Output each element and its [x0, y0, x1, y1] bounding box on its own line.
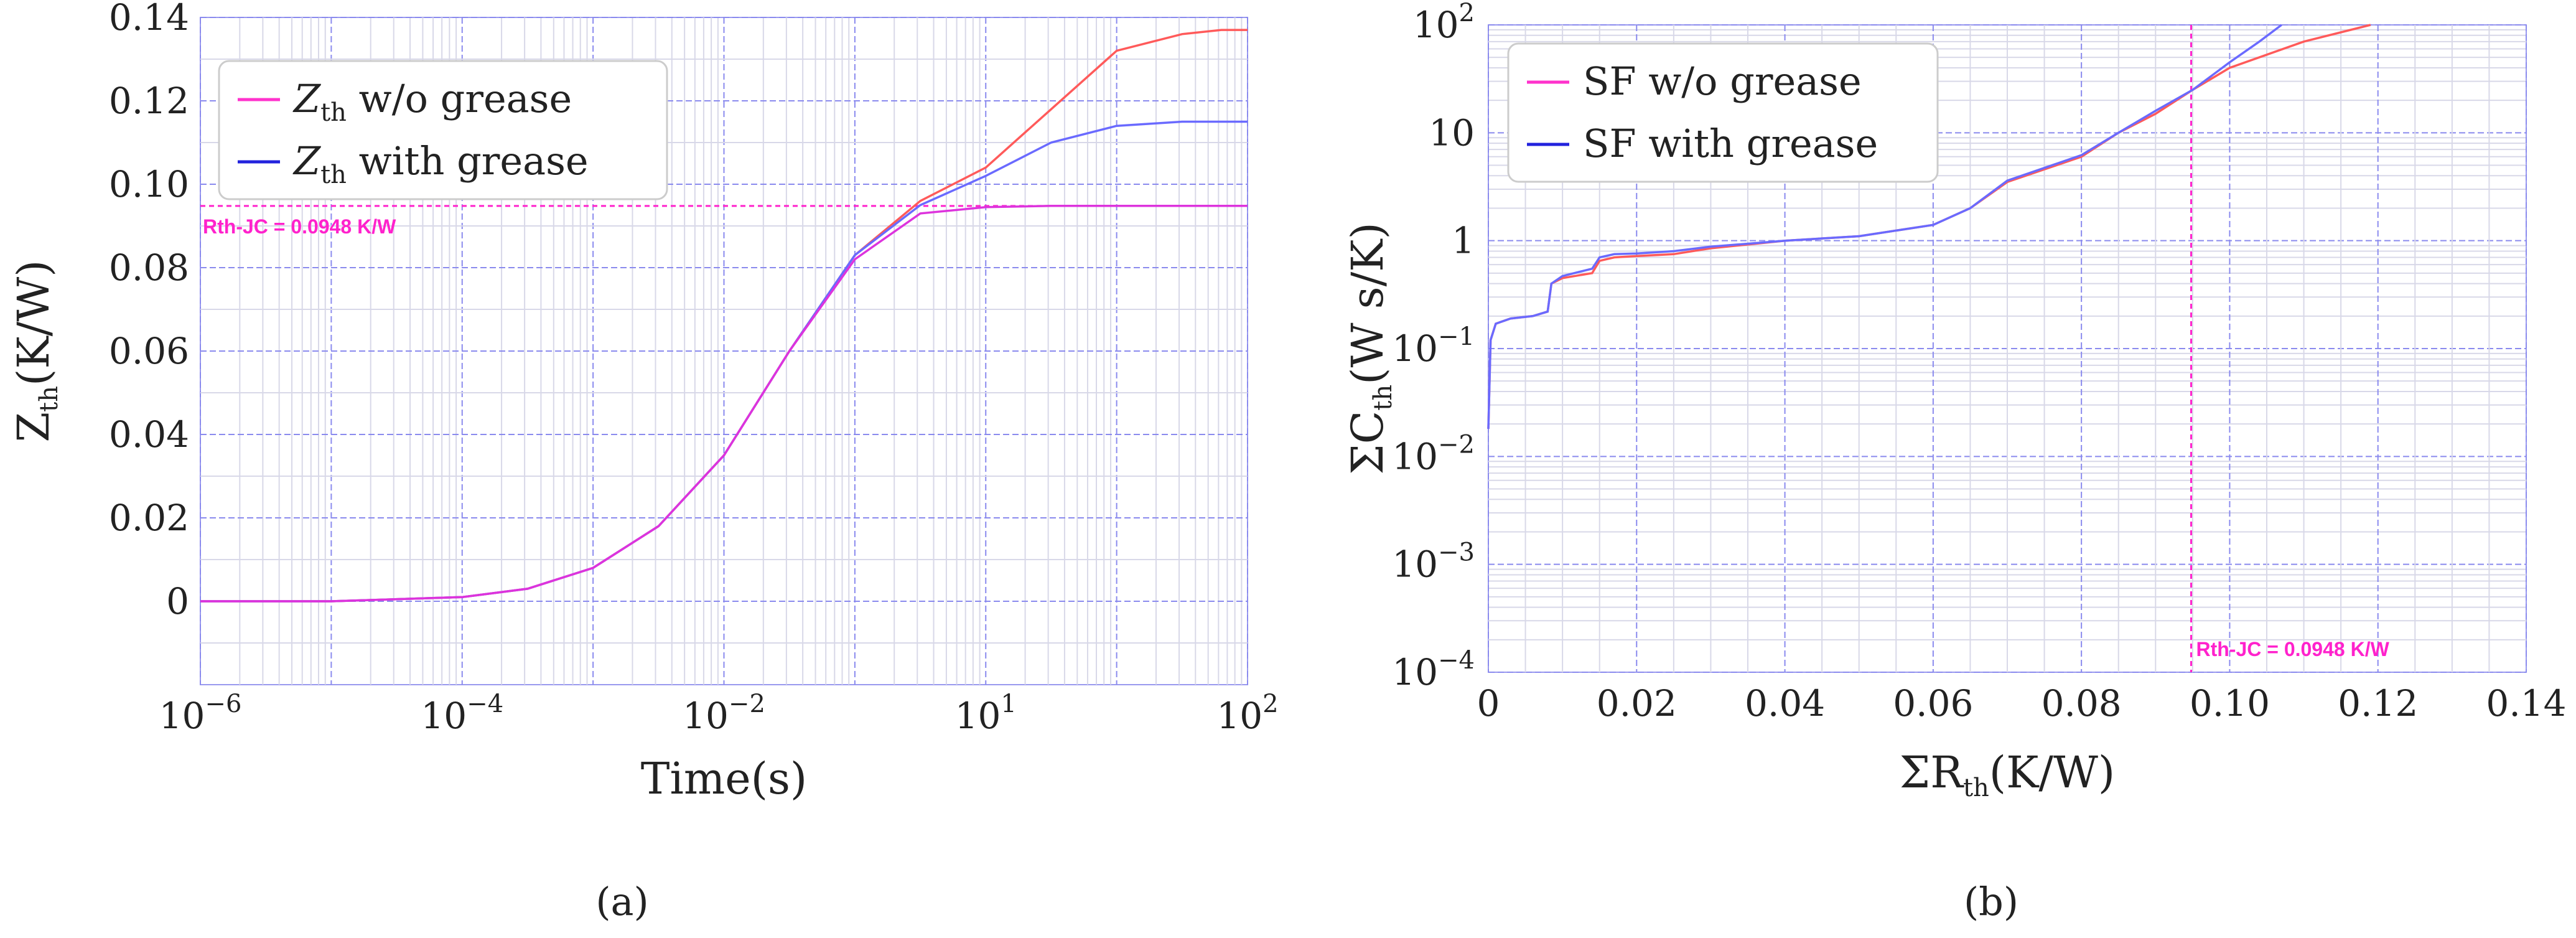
y-axis-label: Zth(K/W): [8, 260, 63, 443]
legend-frame: [218, 60, 668, 200]
x-tick-label: 0.02: [1597, 682, 1677, 725]
rth-jc-label: Rth-JC = 0.0948 K/W: [2196, 638, 2389, 660]
y-tick-label: 0: [166, 580, 189, 622]
x-tick-label: 0.10: [2190, 682, 2270, 725]
legend-entry: Zth with grease: [292, 138, 589, 189]
x-axis-label: Time(s): [641, 753, 807, 804]
y-tick-label: 1: [1452, 220, 1475, 262]
panel-a-chart: 10−6 10−4 10−2 101 102 0 0.02 0.04 0.06 0.08 0.10 0…: [8, 0, 1279, 924]
panel-caption-b: (b): [1964, 879, 2018, 924]
series-line-2: [200, 205, 1248, 603]
x-tick-label: 0.12: [2338, 682, 2418, 725]
y-axis-label: ΣCth(W s/K): [1342, 222, 1398, 475]
y-tick-label: 10−3: [1392, 538, 1475, 586]
y-tick-label: 10−4: [1392, 646, 1475, 693]
x-tick-label: 0: [1477, 682, 1500, 725]
legend: Zth w/o grease Zth with grease: [218, 60, 668, 200]
y-tick-label: 0.02: [109, 497, 189, 539]
grid: [1488, 24, 2527, 673]
panel-b-chart: 0 0.02 0.04 0.06 0.08 0.10 0.12 0.14 102 10 1 10−1 1…: [1342, 0, 2567, 924]
x-tick-label: 0.14: [2486, 682, 2566, 725]
y-tick-label: 10: [1429, 111, 1475, 154]
legend-entry: SF with grease: [1583, 121, 1878, 166]
legend: SF w/o grease SF with grease: [1507, 42, 1939, 183]
x-axis-label: ΣRth(K/W): [1900, 747, 2116, 802]
x-tick-label: 10−6: [159, 690, 242, 737]
legend-entry: Zth w/o grease: [292, 76, 572, 127]
x-tick-label: 0.06: [1893, 682, 1973, 725]
y-tick-label: 0.08: [109, 246, 189, 289]
x-tick-label: 102: [1216, 690, 1278, 737]
y-tick-label: 0.12: [109, 80, 189, 122]
x-tick-label: 0.04: [1745, 682, 1825, 725]
legend-frame: [1507, 42, 1939, 183]
y-tick-label: 0.14: [109, 0, 189, 39]
panel-caption-a: (a): [595, 879, 648, 924]
y-tick-label: 0.04: [109, 413, 189, 456]
y-tick-label: 0.10: [109, 163, 189, 205]
x-tick-label: 10−2: [683, 690, 765, 737]
rth-jc-label: Rth-JC = 0.0948 K/W: [203, 215, 396, 238]
series-line-1: [1487, 24, 2282, 429]
x-tick-label: 10−4: [421, 690, 503, 737]
x-tick-label: 101: [955, 690, 1017, 737]
y-tick-label: 10−1: [1392, 322, 1475, 370]
y-tick-label: 0.06: [109, 330, 189, 372]
x-tick-label: 0.08: [2042, 682, 2122, 725]
y-tick-label: 102: [1413, 0, 1475, 46]
y-tick-label: 10−2: [1392, 430, 1475, 477]
legend-entry: SF w/o grease: [1583, 59, 1862, 104]
